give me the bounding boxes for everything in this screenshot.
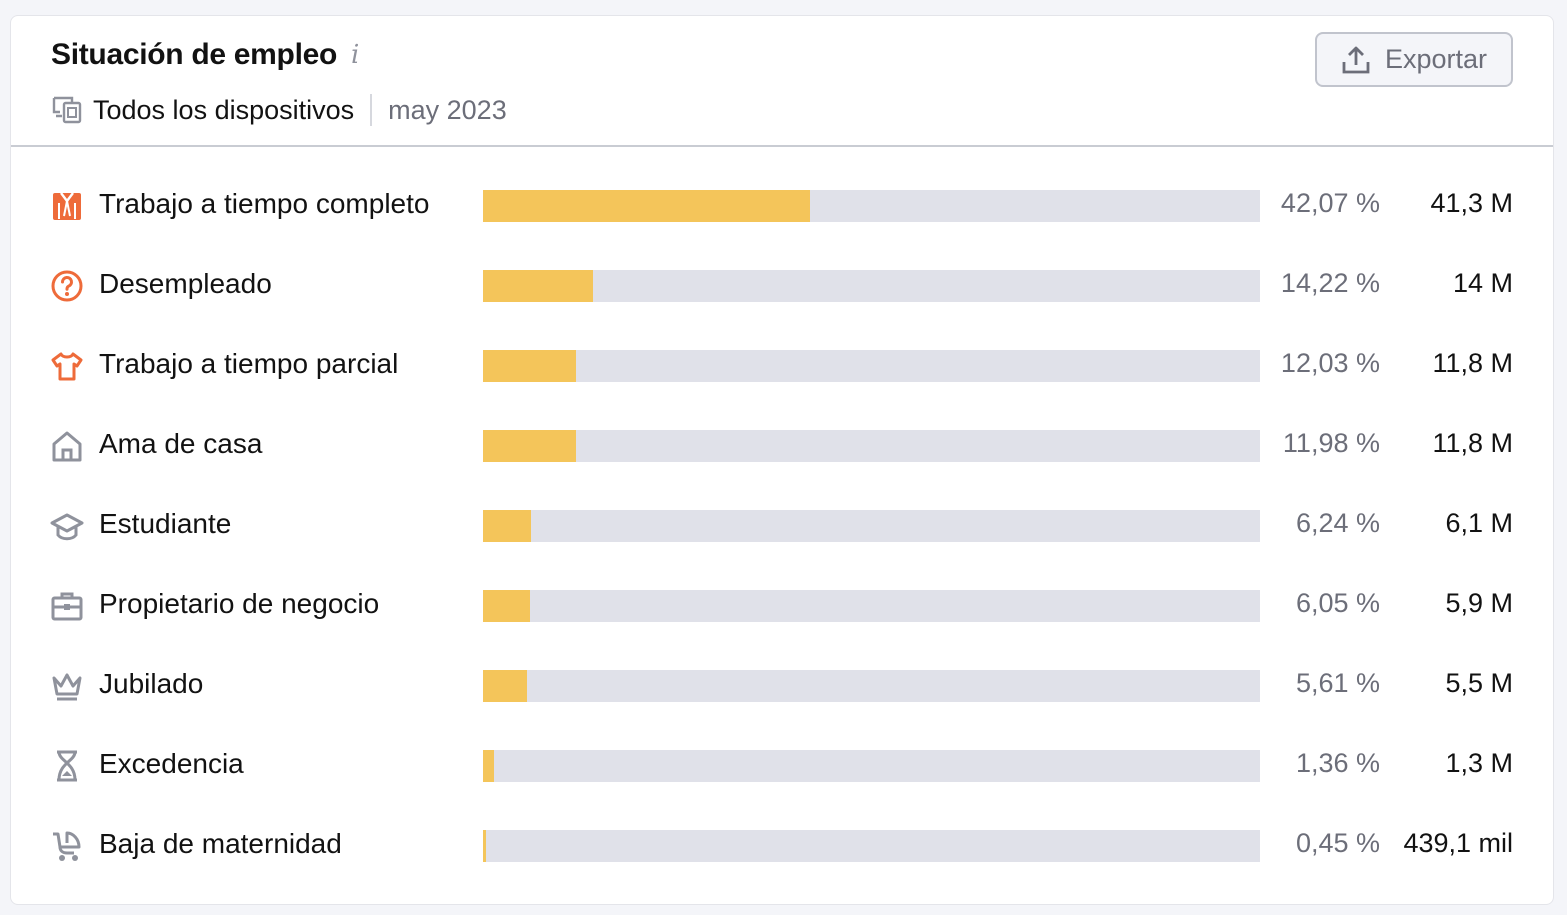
row-label: Propietario de negocio — [99, 588, 380, 619]
row-percentage: 1,36 % — [1295, 748, 1380, 778]
row-percentage: 5,61 % — [1295, 668, 1380, 698]
percentage-bar-fill — [483, 750, 494, 782]
devices-icon — [52, 96, 82, 124]
row-label: Trabajo a tiempo parcial — [99, 348, 399, 379]
row-label: Jubilado — [99, 668, 204, 699]
widget-title-row: Situación de empleo i — [51, 38, 359, 72]
row-value: 14 M — [1452, 268, 1513, 298]
row-label: Desempleado — [99, 268, 272, 299]
row-percentage: 42,07 % — [1280, 188, 1380, 218]
row-value: 41,3 M — [1430, 188, 1513, 218]
device-filter-label[interactable]: Todos los dispositivos — [93, 94, 355, 125]
percentage-bar-fill — [483, 670, 527, 702]
percentage-bar — [483, 750, 1260, 782]
graduation-cap-icon — [50, 509, 84, 543]
briefcase-icon — [50, 589, 84, 623]
percentage-bar-fill — [483, 430, 577, 462]
percentage-bar — [483, 590, 1260, 622]
widget-title: Situación de empleo — [51, 38, 338, 71]
row-label: Excedencia — [99, 748, 244, 779]
row-value: 11,8 M — [1432, 348, 1513, 378]
employment-rows: Trabajo a tiempo completo 42,07 % 41,3 M… — [11, 166, 1553, 886]
percentage-bar — [483, 510, 1260, 542]
widget-header: Situación de empleo i Todos los disposit… — [11, 16, 1553, 147]
row-value: 11,8 M — [1432, 428, 1513, 458]
percentage-bar — [483, 830, 1260, 862]
export-button[interactable]: Exportar — [1315, 32, 1513, 87]
crown-icon — [50, 669, 84, 703]
percentage-bar-fill — [483, 510, 532, 542]
question-circle-icon — [50, 269, 84, 303]
percentage-bar — [483, 670, 1260, 702]
percentage-bar-fill — [483, 350, 577, 382]
percentage-bar — [483, 190, 1260, 222]
employment-row: Propietario de negocio 6,05 % 5,9 M — [11, 566, 1553, 646]
baby-carriage-icon — [50, 829, 84, 863]
row-label: Trabajo a tiempo completo — [99, 188, 430, 219]
percentage-bar-fill — [483, 590, 530, 622]
hourglass-icon — [50, 749, 84, 783]
row-value: 439,1 mil — [1403, 828, 1513, 858]
employment-row: Trabajo a tiempo completo 42,07 % 41,3 M — [11, 166, 1553, 246]
employment-row: Jubilado 5,61 % 5,5 M — [11, 646, 1553, 726]
employment-row: Trabajo a tiempo parcial 12,03 % 11,8 M — [11, 326, 1553, 406]
row-percentage: 6,05 % — [1295, 588, 1380, 618]
percentage-bar-fill — [483, 270, 594, 302]
row-value: 5,9 M — [1445, 588, 1513, 618]
row-percentage: 6,24 % — [1295, 508, 1380, 538]
house-icon — [50, 429, 84, 463]
employment-row: Desempleado 14,22 % 14 M — [11, 246, 1553, 326]
row-percentage: 11,98 % — [1282, 428, 1380, 458]
row-label: Estudiante — [99, 508, 232, 539]
percentage-bar-fill — [483, 830, 487, 862]
tshirt-icon — [50, 349, 84, 383]
row-percentage: 14,22 % — [1280, 268, 1380, 298]
employment-row: Ama de casa 11,98 % 11,8 M — [11, 406, 1553, 486]
row-label: Baja de maternidad — [99, 828, 342, 859]
row-percentage: 12,03 % — [1280, 348, 1380, 378]
row-label: Ama de casa — [99, 428, 263, 459]
export-label: Exportar — [1384, 44, 1488, 74]
employment-row: Baja de maternidad 0,45 % 439,1 mil — [11, 806, 1553, 886]
row-value: 6,1 M — [1445, 508, 1513, 538]
info-icon[interactable]: i — [351, 40, 360, 70]
widget-subtitle: Todos los dispositivos may 2023 — [51, 94, 507, 126]
row-value: 1,3 M — [1445, 748, 1513, 778]
row-percentage: 0,45 % — [1295, 828, 1380, 858]
employment-row: Estudiante 6,24 % 6,1 M — [11, 486, 1553, 566]
percentage-bar-fill — [483, 190, 810, 222]
percentage-bar — [483, 430, 1260, 462]
upload-icon — [1342, 46, 1370, 73]
percentage-bar — [483, 350, 1260, 382]
shirt-tie-icon — [50, 189, 84, 223]
date-label: may 2023 — [388, 94, 507, 125]
subtitle-divider — [370, 94, 373, 126]
employment-status-widget: Situación de empleo i Todos los disposit… — [10, 15, 1554, 905]
row-value: 5,5 M — [1445, 668, 1513, 698]
employment-row: Excedencia 1,36 % 1,3 M — [11, 726, 1553, 806]
percentage-bar — [483, 270, 1260, 302]
